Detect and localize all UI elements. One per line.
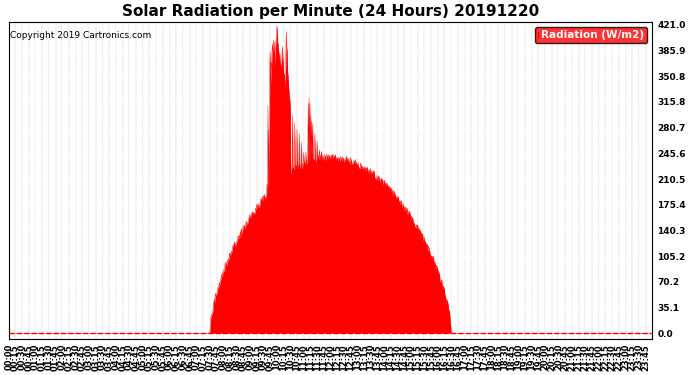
Text: Copyright 2019 Cartronics.com: Copyright 2019 Cartronics.com (10, 31, 151, 40)
Title: Solar Radiation per Minute (24 Hours) 20191220: Solar Radiation per Minute (24 Hours) 20… (122, 4, 539, 19)
Legend: Radiation (W/m2): Radiation (W/m2) (535, 27, 647, 43)
